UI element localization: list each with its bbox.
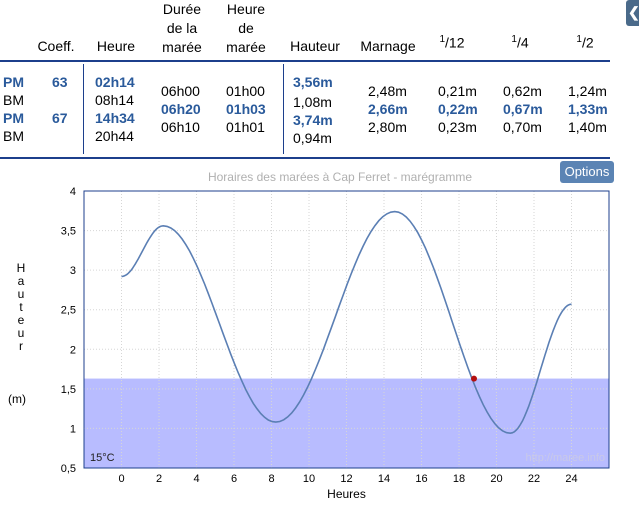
x-tick-label: 16	[415, 473, 427, 485]
interval-quarter: 0,67m	[503, 101, 543, 117]
interval-duration: 06h10	[161, 119, 200, 135]
tide-coefficient: 67	[52, 110, 68, 126]
column-separator	[283, 64, 284, 154]
tide-time: 02h14	[95, 74, 135, 90]
interval-half: 1,33m	[568, 101, 608, 117]
tide-height: 1,08m	[293, 94, 332, 110]
col-header-quarter: 1/4	[511, 34, 529, 51]
y-axis-label-letter: e	[17, 313, 25, 327]
plot-border	[83, 190, 610, 469]
x-tick-label: 4	[193, 473, 199, 485]
tide-coefficient: 63	[52, 74, 68, 90]
y-tick-label: 0,5	[61, 463, 76, 475]
interval-range: 2,80m	[368, 119, 407, 135]
y-axis-label-letter: a	[17, 274, 25, 288]
tide-type: BM	[3, 128, 24, 144]
x-tick-label: 10	[303, 473, 315, 485]
y-tick-label: 4	[70, 186, 76, 198]
interval-duration: 06h20	[161, 101, 201, 117]
interval-twelfth: 0,23m	[438, 119, 477, 135]
tide-type: PM	[3, 74, 24, 90]
interval-half: 1,24m	[568, 83, 607, 99]
y-axis-unit: (m)	[8, 392, 26, 406]
col-header-half: 1/2	[576, 34, 594, 51]
interval-tide-hour: 01h00	[226, 83, 265, 99]
x-axis-label: Heures	[327, 487, 366, 501]
y-tick-label: 2,5	[61, 305, 76, 317]
col-header-hauteur: Hauteur	[290, 38, 340, 54]
tide-height: 3,56m	[293, 74, 333, 90]
plot-background	[84, 191, 609, 468]
y-axis-label-letter: u	[17, 326, 25, 340]
col-header-coeff: Coeff.	[37, 38, 75, 54]
current-tide-point	[471, 375, 477, 382]
table-rule-top	[0, 60, 610, 62]
tide-type: BM	[3, 92, 24, 108]
interval-quarter: 0,70m	[503, 119, 542, 135]
chevron-left-icon: ❮	[628, 4, 639, 20]
tide-curve	[121, 210, 572, 435]
y-tick-label: 3,5	[61, 226, 76, 238]
interval-quarter: 0,62m	[503, 83, 542, 99]
x-tick-label: 2	[156, 473, 162, 485]
x-tick-label: 22	[528, 473, 540, 485]
col-header-heure: Heure	[96, 38, 136, 54]
interval-tide-hour: 01h03	[226, 101, 266, 117]
x-tick-label: 8	[268, 473, 274, 485]
chart-title: Horaires des marées à Cap Ferret - marég…	[207, 170, 473, 184]
tide-height: 3,74m	[293, 112, 333, 128]
col-header-heure-maree: Heure de marée	[226, 1, 266, 55]
options-button[interactable]: Options	[560, 161, 614, 183]
interval-twelfth: 0,22m	[438, 101, 478, 117]
water-level-area	[84, 378, 609, 468]
collapse-tab[interactable]: ❮	[626, 0, 639, 26]
col-header-marnage: Marnage	[360, 38, 416, 54]
y-tick-label: 3	[70, 265, 76, 277]
x-tick-label: 14	[378, 473, 390, 485]
x-tick-label: 12	[340, 473, 352, 485]
interval-half: 1,40m	[568, 119, 607, 135]
interval-tide-hour: 01h01	[226, 119, 265, 135]
y-tick-label: 1	[70, 423, 76, 435]
interval-duration: 06h00	[161, 83, 200, 99]
y-tick-label: 2	[70, 344, 76, 356]
x-tick-label: 0	[118, 473, 124, 485]
tide-table: Coeff. Heure Durée de la marée Heure de maré…	[0, 0, 639, 160]
x-tick-label: 24	[565, 473, 577, 485]
tide-time: 14h34	[95, 110, 135, 126]
tide-type: PM	[3, 110, 24, 126]
interval-twelfth: 0,21m	[438, 83, 477, 99]
interval-range: 2,66m	[368, 101, 408, 117]
interval-range: 2,48m	[368, 83, 407, 99]
y-axis-label-letter: t	[19, 300, 23, 314]
col-header-duree: Durée de la marée	[162, 1, 202, 55]
y-axis-label-letter: H	[16, 261, 26, 275]
tide-height: 0,94m	[293, 130, 332, 146]
x-tick-label: 6	[231, 473, 237, 485]
watermark: http://maree.info	[526, 452, 606, 464]
y-axis-label-letter: r	[19, 339, 23, 353]
x-tick-label: 18	[453, 473, 465, 485]
table-rule-bottom	[0, 157, 610, 159]
x-tick-label: 20	[490, 473, 502, 485]
temperature-label: 15°C	[90, 452, 115, 464]
col-header-twelfth: 1/12	[439, 34, 465, 51]
tide-time: 20h44	[95, 128, 134, 144]
y-axis-label-letter: u	[17, 287, 25, 301]
tide-time: 08h14	[95, 92, 134, 108]
y-tick-label: 1,5	[61, 384, 76, 396]
column-separator	[83, 64, 84, 154]
